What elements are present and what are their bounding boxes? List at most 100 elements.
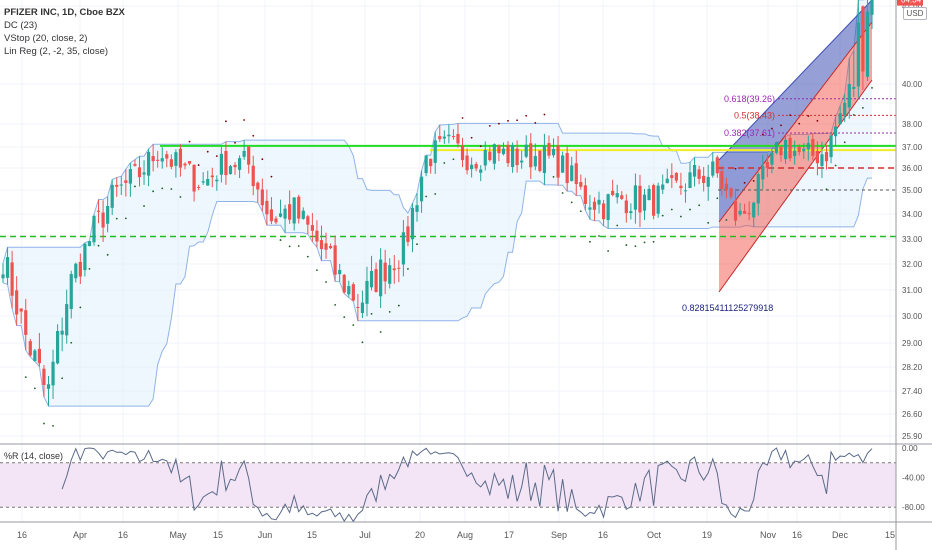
candle-body: [37, 348, 41, 364]
vstop-dot: [552, 175, 555, 178]
candle-body: [310, 225, 314, 231]
vstop-dot: [825, 188, 828, 191]
candle-body: [588, 207, 592, 210]
vstop-dot: [516, 119, 519, 122]
williams-r-line: [61, 447, 873, 523]
vstop-dot: [334, 303, 337, 306]
candle-body: [92, 215, 96, 243]
time-tick-label: 15: [307, 530, 317, 540]
candle-body: [342, 274, 346, 293]
candle-body: [151, 156, 155, 162]
indicator-dc[interactable]: DC (23): [4, 20, 38, 31]
vstop-dot: [297, 245, 300, 247]
vstop-dot: [698, 204, 701, 207]
vstop-dot: [361, 341, 364, 344]
vstop-dot: [106, 253, 109, 256]
vstop-dot: [115, 217, 118, 220]
indicator-linreg[interactable]: Lin Reg (2, -2, 35, close): [4, 46, 109, 57]
vstop-dot: [862, 106, 864, 109]
candle-body: [460, 146, 465, 161]
candle-body: [365, 280, 369, 304]
candle-body: [470, 164, 474, 170]
vstop-dot: [534, 122, 537, 124]
vstop-dot: [370, 313, 373, 315]
vstop-dot: [488, 124, 491, 127]
time-tick-label: 20: [415, 530, 425, 540]
vstop-dot: [152, 190, 155, 193]
candle-body: [688, 172, 692, 188]
candle-body: [146, 151, 151, 176]
candle-body: [165, 154, 169, 159]
time-tick-label: Nov: [760, 530, 777, 540]
vstop-dot: [780, 124, 782, 127]
candle-body: [278, 213, 283, 217]
vstop-dot: [843, 141, 846, 144]
price-tick-label: 31.00: [902, 286, 923, 295]
price-tick-label: 26.60: [902, 410, 923, 419]
candle-body: [169, 159, 173, 167]
candle-body: [720, 171, 724, 190]
candle-body: [738, 210, 742, 215]
vstop-dot: [616, 224, 619, 227]
candle-body: [733, 200, 738, 221]
candle-body: [797, 146, 801, 152]
candle-body: [551, 148, 556, 156]
fib-label: 0.618(39.26): [724, 94, 775, 104]
time-tick-label: 16: [792, 530, 802, 540]
candle-body: [78, 261, 82, 277]
candle-body: [406, 226, 410, 242]
candle-body: [5, 257, 10, 278]
vstop-dot: [61, 377, 64, 380]
vstop-dot: [143, 205, 145, 207]
linreg-upper-line: [718, 0, 873, 161]
candle-body: [829, 135, 833, 158]
vstop-dot: [734, 167, 737, 170]
vstop-dot: [461, 117, 464, 119]
indicator-vstop[interactable]: VStop (20, close, 2): [4, 33, 88, 44]
candle-body: [429, 158, 433, 167]
candle-body: [265, 200, 269, 215]
candle-body: [510, 145, 515, 168]
candle-body: [433, 140, 437, 163]
candle-body: [197, 187, 201, 189]
candle-body: [256, 182, 260, 190]
vstop-dot: [33, 387, 36, 390]
candle-body: [247, 146, 251, 165]
vstop-dot: [652, 240, 655, 243]
williams-r-title[interactable]: %R (14, close): [4, 451, 64, 461]
candle-body: [520, 160, 524, 163]
candle-body: [761, 166, 765, 180]
vstop-dot: [852, 114, 855, 116]
candle-body: [715, 157, 719, 174]
vstop-dot: [543, 113, 546, 116]
candle-body: [483, 150, 487, 166]
candle-body: [838, 113, 842, 125]
vstop-dot: [197, 164, 200, 166]
candle-body: [210, 175, 214, 178]
candle-body: [10, 262, 14, 296]
vstop-dot: [570, 201, 573, 204]
candle-body: [624, 200, 628, 214]
currency-button[interactable]: USD: [903, 7, 927, 20]
time-tick-label: 19: [702, 530, 712, 540]
candle-body: [424, 155, 428, 174]
candle-body: [597, 199, 601, 205]
candle-body: [702, 175, 706, 184]
candle-body: [774, 142, 779, 153]
candle-body: [324, 243, 328, 250]
vstop-dot: [24, 376, 27, 379]
vstop-dot: [397, 304, 400, 307]
vstop-dot: [325, 281, 327, 283]
vstop-dot: [479, 145, 482, 148]
vstop-dot: [352, 324, 355, 326]
candle-body: [770, 152, 774, 165]
candle-body: [565, 152, 569, 184]
candle-body: [128, 169, 132, 184]
vstop-dot: [716, 197, 719, 200]
vstop-dot: [498, 122, 500, 125]
chart-title[interactable]: PFIZER INC, 1D, Cboe BZX: [4, 7, 125, 18]
vstop-dot: [798, 122, 801, 125]
candle-body: [106, 206, 110, 224]
